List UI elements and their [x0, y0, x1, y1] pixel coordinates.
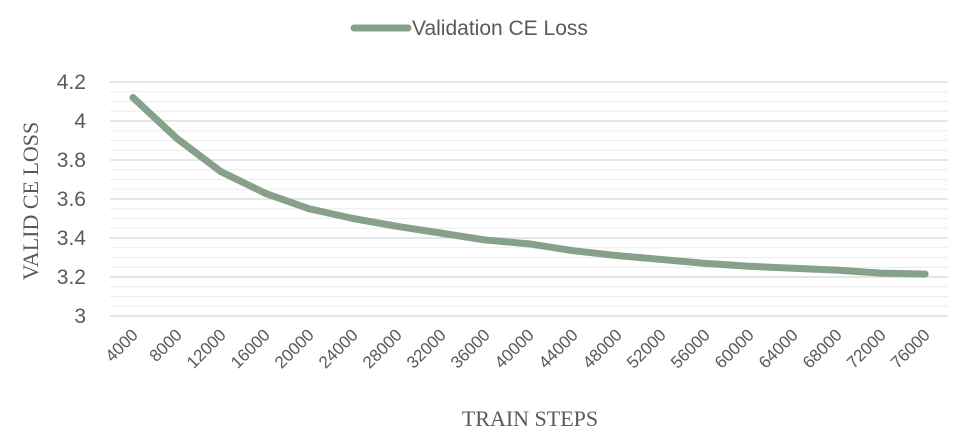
x-tick-label: 36000 — [447, 325, 494, 372]
x-tick-label: 32000 — [403, 325, 450, 372]
x-axis-ticks: 4000 800012000160002000024000280003200036… — [102, 325, 934, 372]
x-tick-label: 4000 — [102, 325, 142, 365]
data-point — [349, 215, 357, 222]
data-point — [877, 269, 885, 277]
y-tick-label: 4 — [74, 110, 86, 133]
series-layer — [129, 94, 929, 278]
data-point — [745, 262, 753, 270]
x-tick-label: 76000 — [887, 325, 934, 372]
data-point — [657, 255, 665, 263]
x-tick-label: 68000 — [799, 325, 846, 372]
data-point — [261, 189, 269, 197]
x-axis-title: TRAIN STEPS — [462, 406, 598, 431]
data-point — [481, 236, 489, 244]
x-tick-label: 52000 — [623, 325, 670, 372]
y-tick-label: 3 — [74, 305, 86, 328]
x-tick-label: 28000 — [359, 325, 406, 372]
data-point — [129, 94, 137, 102]
x-tick-label: 60000 — [711, 325, 758, 372]
y-axis-title: VALID CE LOSS — [18, 122, 43, 281]
x-tick-label: 12000 — [183, 325, 230, 372]
x-tick-label: 40000 — [491, 325, 538, 372]
x-tick-label: 44000 — [535, 325, 582, 372]
x-tick-label: 72000 — [843, 325, 890, 372]
x-tick-label: 24000 — [315, 325, 362, 372]
y-tick-label: 3.6 — [57, 188, 86, 211]
x-tick-label: 64000 — [755, 325, 802, 372]
y-tick-label: 4.2 — [57, 71, 86, 94]
x-tick-label: 56000 — [667, 325, 714, 372]
x-tick-label: 16000 — [227, 325, 274, 372]
y-tick-label: 3.8 — [57, 149, 86, 172]
y-axis-ticks: 3 3.2 3.4 3.6 3.8 4 4.2 — [57, 71, 87, 328]
x-tick-label: 48000 — [579, 325, 626, 372]
legend-label: Validation CE Loss — [412, 17, 588, 40]
data-point — [569, 247, 577, 255]
data-point — [525, 240, 533, 248]
x-tick-label: 20000 — [271, 325, 318, 372]
major-gridlines — [110, 81, 948, 317]
legend: Validation CE Loss — [350, 17, 588, 40]
data-point — [305, 205, 313, 213]
y-tick-label: 3.2 — [57, 266, 86, 289]
data-point — [789, 264, 797, 272]
data-point — [701, 259, 709, 267]
y-tick-label: 3.4 — [57, 227, 87, 250]
data-point — [613, 252, 621, 260]
x-tick-label: 8000 — [146, 325, 186, 365]
data-point — [437, 229, 445, 237]
data-point — [393, 222, 401, 230]
data-point — [921, 270, 929, 278]
data-point — [833, 266, 841, 274]
data-point — [173, 135, 181, 143]
data-point — [217, 168, 225, 176]
